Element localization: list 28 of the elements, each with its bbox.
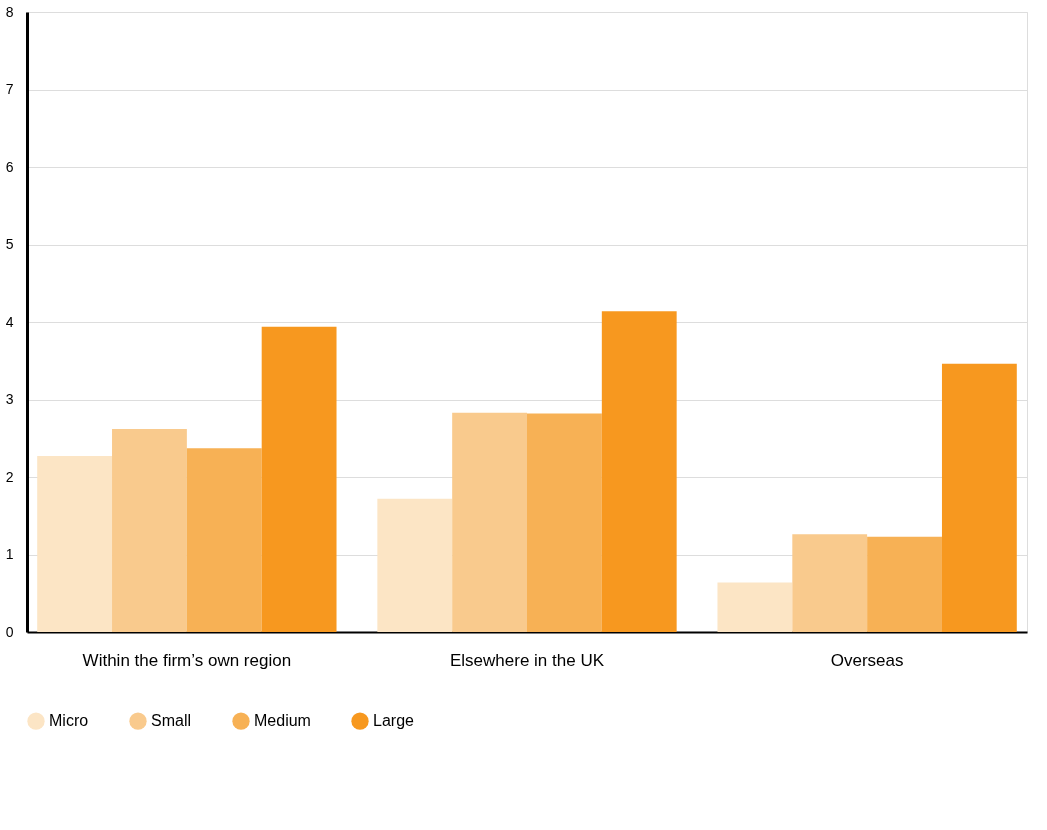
bar — [867, 536, 942, 632]
legend-label: Small — [151, 712, 192, 730]
bar — [941, 363, 1017, 632]
bar — [261, 326, 337, 632]
legend-label: Large — [373, 712, 415, 730]
x-tick-label: Within the firm’s own region — [82, 650, 292, 670]
x-tick-label: Overseas — [830, 650, 904, 670]
y-tick-label: 6 — [5, 158, 14, 175]
bar — [601, 311, 677, 632]
bar — [452, 412, 527, 632]
legend-label: Micro — [49, 712, 89, 730]
bar — [792, 534, 868, 632]
bar — [377, 498, 453, 632]
bar — [37, 456, 113, 632]
bar — [527, 413, 602, 632]
y-tick-label: 8 — [5, 3, 14, 20]
y-tick-label: 0 — [5, 623, 14, 640]
x-tick-label: Elsewhere in the UK — [449, 650, 605, 670]
y-tick-label: 5 — [5, 236, 14, 252]
legend-label: Medium — [254, 712, 311, 730]
y-tick-label: 2 — [5, 468, 14, 485]
bar — [186, 448, 262, 632]
y-tick-label: 3 — [5, 391, 14, 407]
y-tick-label: 4 — [5, 313, 14, 330]
y-tick-label: 7 — [5, 81, 14, 97]
y-tick-label: 1 — [5, 546, 14, 562]
bar — [112, 428, 187, 632]
bar — [717, 582, 793, 632]
